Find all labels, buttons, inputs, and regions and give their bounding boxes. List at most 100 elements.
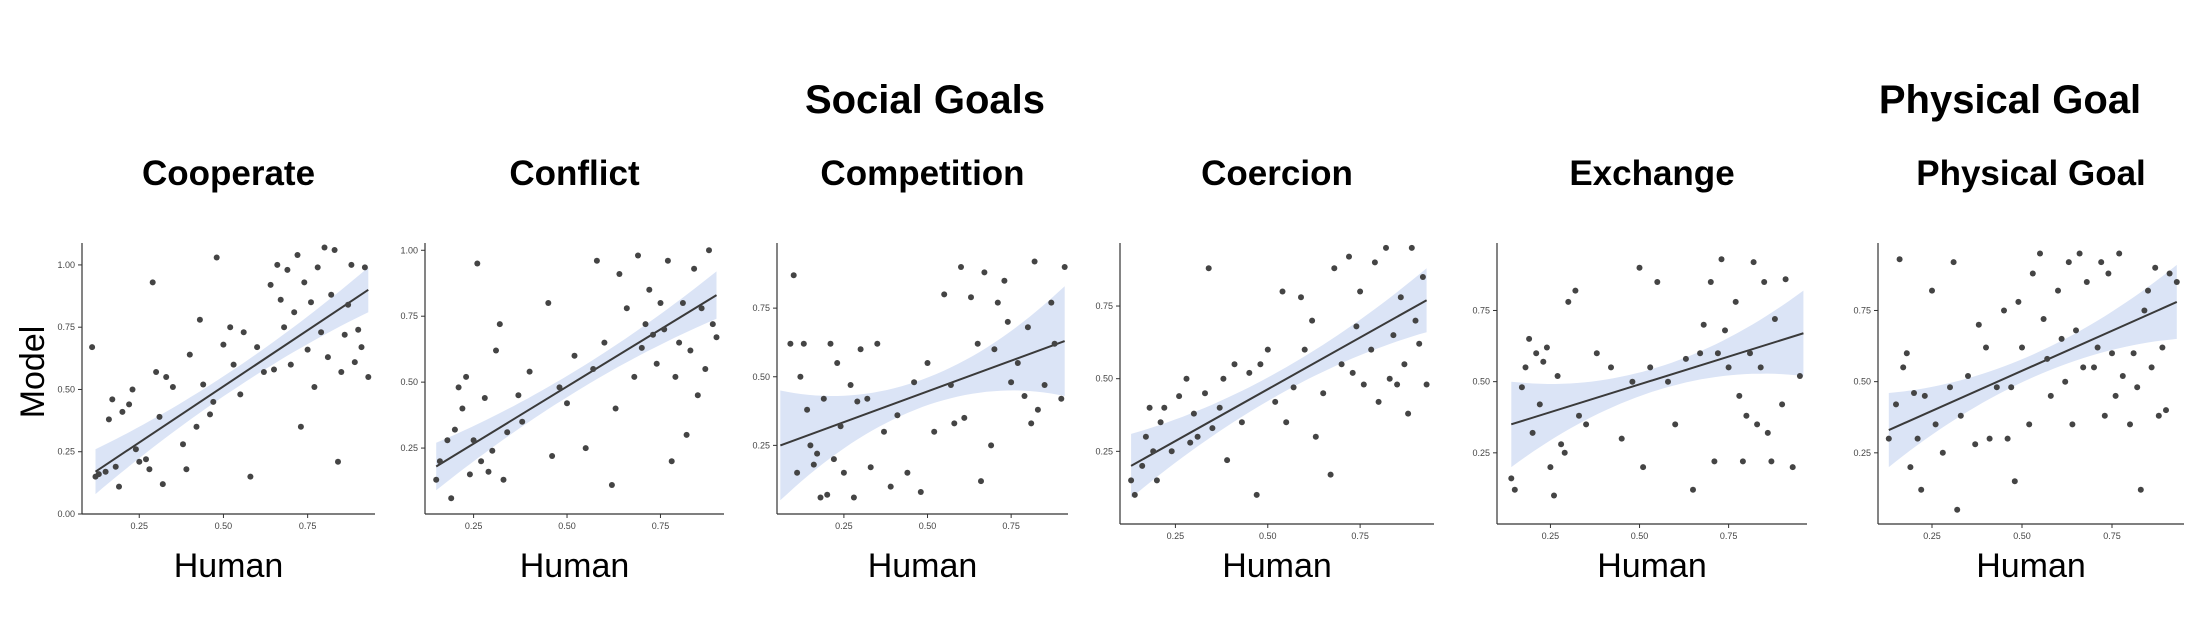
x-tick-label: 0.50 [558, 521, 576, 531]
data-point [679, 300, 686, 306]
y-tick-label: 0.25 [752, 440, 770, 450]
y-axis-title: Model [14, 326, 52, 419]
data-point [857, 346, 864, 353]
data-point [698, 305, 705, 312]
y-tick-label: 0.25 [1472, 448, 1490, 458]
data-point [455, 384, 462, 391]
data-point [1142, 433, 1149, 440]
x-axis-title: Human [868, 547, 978, 585]
data-point [180, 441, 186, 448]
data-point [571, 352, 578, 359]
data-point [623, 305, 630, 312]
data-point [1654, 279, 1661, 285]
regression-line [1888, 301, 2178, 431]
data-point [1722, 327, 1728, 334]
section-title-social-goals: Social Goals [805, 78, 1045, 122]
data-point [2098, 259, 2105, 266]
data-point [1697, 350, 1704, 357]
data-point [463, 373, 470, 380]
data-point [489, 447, 496, 454]
data-point [820, 395, 827, 402]
data-point [1320, 390, 1327, 397]
data-point [186, 351, 193, 358]
data-point [1290, 384, 1297, 391]
y-tick-label: 0.25 [400, 443, 418, 453]
data-point [1004, 318, 1011, 325]
data-point [830, 456, 837, 463]
data-point [1231, 361, 1238, 368]
data-point [308, 299, 314, 306]
data-point [1508, 475, 1515, 482]
data-point [1008, 379, 1015, 386]
section-title-physical-goal: Physical Goal [1879, 78, 2141, 122]
data-point [676, 339, 683, 346]
data-point [1533, 350, 1540, 357]
data-point [1914, 435, 1921, 442]
y-tick-label: 0.50 [752, 372, 770, 382]
data-point [95, 471, 102, 478]
data-point [687, 347, 694, 354]
y-tick-label: 0.50 [57, 384, 75, 394]
data-point [2141, 307, 2148, 314]
data-point [365, 374, 372, 380]
data-point [1034, 406, 1041, 413]
data-point [564, 400, 570, 407]
data-point [834, 360, 841, 366]
data-point [1918, 486, 1925, 493]
data-point [1205, 265, 1212, 272]
data-point [433, 476, 440, 483]
data-point [2137, 486, 2144, 493]
x-tick-label: 0.25 [1923, 531, 1941, 541]
data-point [947, 382, 954, 388]
data-point [1511, 486, 1518, 493]
data-point [1929, 287, 1935, 294]
panel-title: Conflict [509, 154, 640, 193]
x-axis-title: Human [174, 547, 284, 585]
data-point [1346, 253, 1352, 260]
data-point [358, 344, 365, 351]
data-point [240, 329, 247, 336]
y-tick-label: 0.50 [1472, 377, 1490, 387]
data-point [153, 369, 160, 375]
data-point [193, 423, 200, 430]
data-point [1789, 464, 1796, 471]
data-point [1298, 294, 1304, 301]
data-point [1522, 364, 1529, 371]
data-point [694, 392, 701, 399]
data-point [1150, 448, 1157, 455]
data-point [1327, 471, 1334, 478]
data-point [2152, 264, 2159, 271]
data-point [2076, 250, 2083, 257]
data-point [991, 346, 998, 353]
x-tick-label: 0.25 [1542, 531, 1560, 541]
y-tick-label: 1.00 [57, 260, 75, 270]
regression-line [435, 294, 718, 468]
data-point [213, 254, 220, 261]
x-tick-label: 0.75 [1720, 531, 1738, 541]
data-point [1893, 401, 1899, 408]
data-point [1750, 259, 1757, 266]
data-point [496, 321, 503, 328]
y-tick-label: 0.75 [1853, 305, 1871, 315]
data-point [1368, 346, 1375, 353]
data-point [601, 339, 608, 346]
data-point [1272, 398, 1279, 405]
data-point [924, 360, 931, 366]
data-point [616, 271, 623, 277]
regression-line [780, 340, 1065, 447]
data-point [271, 366, 277, 373]
data-point [105, 416, 112, 423]
data-point [713, 334, 720, 341]
data-point [593, 257, 600, 264]
data-point [702, 366, 709, 372]
data-point [1700, 321, 1707, 328]
data-point [1518, 384, 1525, 391]
data-point [1782, 276, 1789, 283]
data-point [1419, 274, 1426, 280]
data-point [136, 458, 143, 465]
data-point [2112, 392, 2119, 399]
data-point [1536, 401, 1543, 408]
data-point [328, 291, 335, 298]
data-point [2091, 364, 2097, 371]
data-point [827, 340, 834, 347]
